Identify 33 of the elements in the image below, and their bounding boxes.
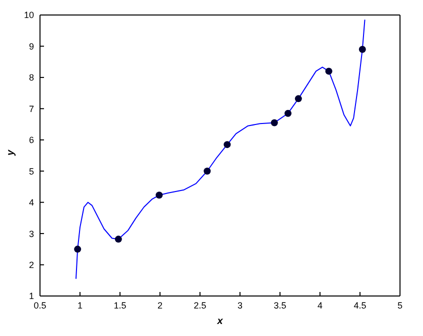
x-tick-label: 3.5 — [274, 300, 286, 310]
point — [74, 246, 82, 253]
y-tick-label: 9 — [28, 41, 34, 52]
line-series — [76, 19, 366, 280]
x-tick-label: 2 — [157, 300, 163, 310]
x-tick-label: 5 — [397, 300, 403, 310]
x-tick-label: 1 — [77, 300, 83, 310]
x-tick-label: 4 — [317, 300, 323, 310]
point — [114, 236, 122, 243]
point — [270, 119, 278, 126]
y-tick-label: 10 — [24, 10, 34, 20]
point — [284, 110, 292, 117]
point — [156, 192, 163, 199]
y-tick-label: 7 — [28, 104, 34, 114]
y-tick-label: 6 — [28, 135, 34, 146]
x-axis-title: x — [216, 316, 224, 327]
y-tick-label: 5 — [28, 166, 34, 176]
point — [224, 141, 231, 148]
point — [325, 68, 332, 75]
y-tick-label: 3 — [28, 228, 34, 239]
x-tick-label: 2.5 — [194, 300, 206, 310]
point — [358, 46, 366, 53]
point — [204, 168, 211, 175]
y-tick-label: 8 — [28, 72, 34, 83]
y-tick-label: 4 — [28, 198, 34, 208]
y-axis-title: y — [6, 150, 17, 156]
x-tick-label: 3 — [237, 300, 243, 310]
y-tick-label: 1 — [28, 291, 34, 302]
x-tick-label: 1.5 — [114, 300, 126, 310]
x-tick-label: 4.5 — [354, 300, 366, 310]
y-tick-label: 2 — [28, 260, 34, 270]
x-tick-label: 0.5 — [34, 300, 46, 310]
point — [294, 95, 302, 102]
